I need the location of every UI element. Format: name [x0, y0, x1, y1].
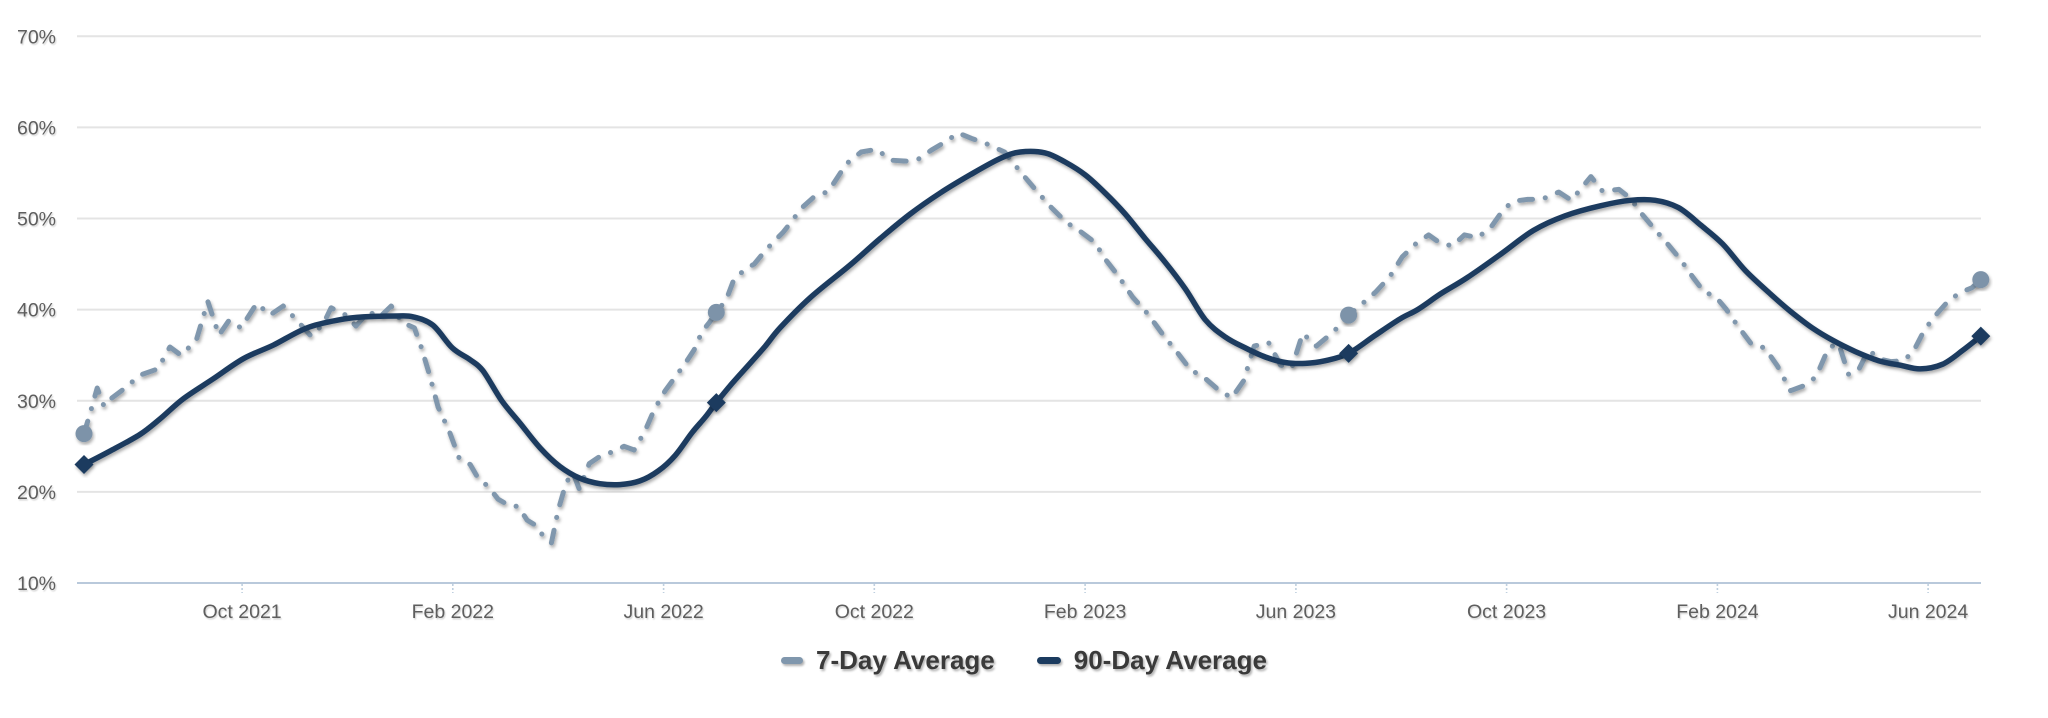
data-point-circle-icon[interactable]	[707, 303, 725, 321]
legend-label-90-day-average: 90-Day Average	[1073, 645, 1267, 675]
data-point-circle-icon[interactable]	[75, 425, 93, 443]
chart-legend: 7-Day Average 90-Day Average	[0, 645, 2048, 676]
data-point-circle-icon[interactable]	[1972, 271, 1990, 289]
x-tick-label-Jun-2022: Jun 2022	[623, 601, 703, 623]
data-point-diamond-icon[interactable]	[706, 393, 726, 413]
data-point-diamond-icon[interactable]	[1971, 326, 1991, 346]
x-tick-label-Feb-2024: Feb 2024	[1676, 601, 1759, 623]
legend-label-7-day-average: 7-Day Average	[816, 645, 995, 675]
y-tick-label-60%: 60%	[17, 117, 56, 139]
x-tick-label-Feb-2022: Feb 2022	[412, 601, 494, 623]
legend-swatch-7-day-icon	[781, 657, 804, 664]
series-line-7-day-average	[81, 130, 1984, 546]
series-line-90-day-average	[81, 148, 1984, 488]
x-tick-label-Oct-2021: Oct 2021	[203, 601, 282, 623]
data-point-circle-icon[interactable]	[1340, 306, 1358, 324]
y-tick-label-10%: 10%	[17, 573, 56, 595]
x-tick-label-Jun-2024: Jun 2024	[1888, 601, 1968, 623]
x-tick-label-Feb-2023: Feb 2023	[1044, 601, 1126, 623]
data-point-diamond-icon[interactable]	[1339, 343, 1359, 363]
legend-item-7-day-average[interactable]: 7-Day Average	[781, 645, 995, 676]
y-tick-label-30%: 30%	[17, 391, 56, 413]
x-tick-label-Oct-2023: Oct 2023	[1467, 601, 1546, 623]
x-tick-label-Oct-2022: Oct 2022	[835, 601, 914, 623]
legend-swatch-90-day-icon	[1036, 657, 1061, 664]
legend-item-90-day-average[interactable]: 90-Day Average	[1036, 645, 1267, 676]
y-tick-label-70%: 70%	[17, 26, 56, 48]
data-point-diamond-icon[interactable]	[74, 455, 94, 474]
y-tick-label-50%: 50%	[17, 209, 56, 231]
y-tick-label-40%: 40%	[17, 300, 56, 322]
y-tick-label-20%: 20%	[17, 482, 56, 504]
x-tick-label-Jun-2023: Jun 2023	[1256, 601, 1336, 623]
